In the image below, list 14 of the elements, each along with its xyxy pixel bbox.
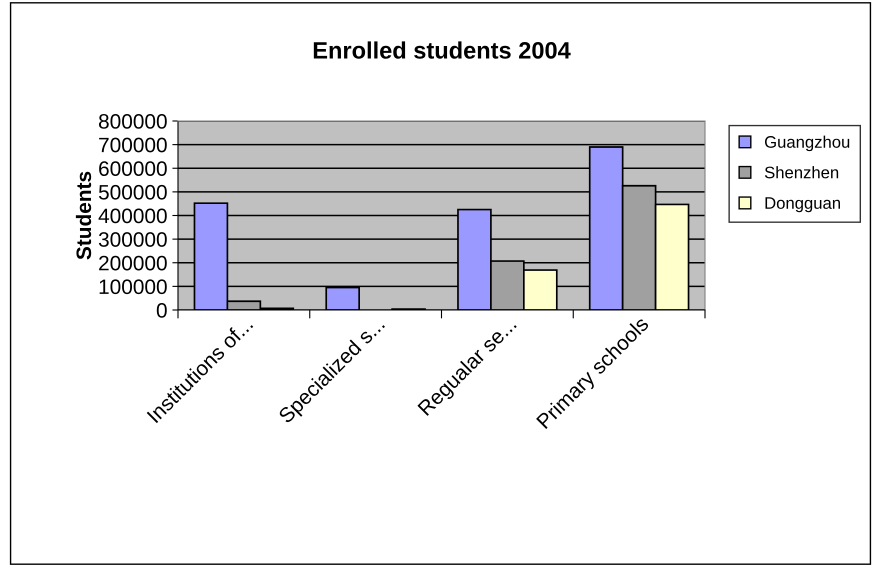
y-tick-label: 200000	[99, 256, 167, 271]
y-tick-label: 600000	[99, 161, 167, 176]
y-tick-label: 500000	[98, 184, 167, 200]
legend-label: Guangzhou	[764, 136, 850, 152]
y-axis-title: Students	[76, 172, 92, 260]
chart-title: Enrolled students 2004	[314, 41, 571, 59]
y-tick-label: 300000	[98, 232, 167, 247]
legend-label: Shenzhen	[764, 166, 838, 178]
y-tick-label: 100000	[100, 279, 167, 294]
y-tick-label: 400000	[98, 208, 167, 224]
y-tick-label: 800000	[98, 114, 167, 129]
y-tick-label: 0	[156, 303, 167, 318]
y-tick-label: 700000	[99, 138, 167, 152]
legend-label: Dongguan	[766, 197, 840, 212]
